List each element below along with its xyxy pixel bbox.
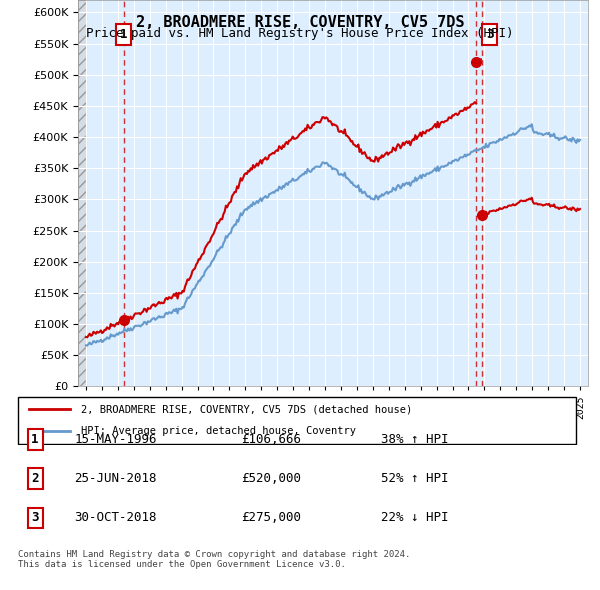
Text: 1: 1: [31, 433, 39, 446]
Text: Contains HM Land Registry data © Crown copyright and database right 2024.: Contains HM Land Registry data © Crown c…: [18, 550, 410, 559]
Text: £106,666: £106,666: [241, 433, 301, 446]
Text: 15-MAY-1996: 15-MAY-1996: [74, 433, 157, 446]
Text: Price paid vs. HM Land Registry's House Price Index (HPI): Price paid vs. HM Land Registry's House …: [86, 27, 514, 40]
Text: 25-JUN-2018: 25-JUN-2018: [74, 472, 157, 485]
Text: 2: 2: [31, 472, 39, 485]
Text: 3: 3: [31, 512, 39, 525]
Text: 2, BROADMERE RISE, COVENTRY, CV5 7DS (detached house): 2, BROADMERE RISE, COVENTRY, CV5 7DS (de…: [81, 404, 412, 414]
Text: 22% ↓ HPI: 22% ↓ HPI: [382, 512, 449, 525]
Text: 1: 1: [120, 28, 127, 41]
Text: 3: 3: [486, 28, 493, 41]
Text: 2, BROADMERE RISE, COVENTRY, CV5 7DS: 2, BROADMERE RISE, COVENTRY, CV5 7DS: [136, 15, 464, 30]
Text: 52% ↑ HPI: 52% ↑ HPI: [382, 472, 449, 485]
Bar: [78, 0, 86, 386]
Text: 38% ↑ HPI: 38% ↑ HPI: [382, 433, 449, 446]
Text: £275,000: £275,000: [241, 512, 301, 525]
Text: £520,000: £520,000: [241, 472, 301, 485]
Text: This data is licensed under the Open Government Licence v3.0.: This data is licensed under the Open Gov…: [18, 560, 346, 569]
Text: 30-OCT-2018: 30-OCT-2018: [74, 512, 157, 525]
FancyBboxPatch shape: [18, 397, 577, 444]
Text: HPI: Average price, detached house, Coventry: HPI: Average price, detached house, Cove…: [81, 427, 356, 437]
